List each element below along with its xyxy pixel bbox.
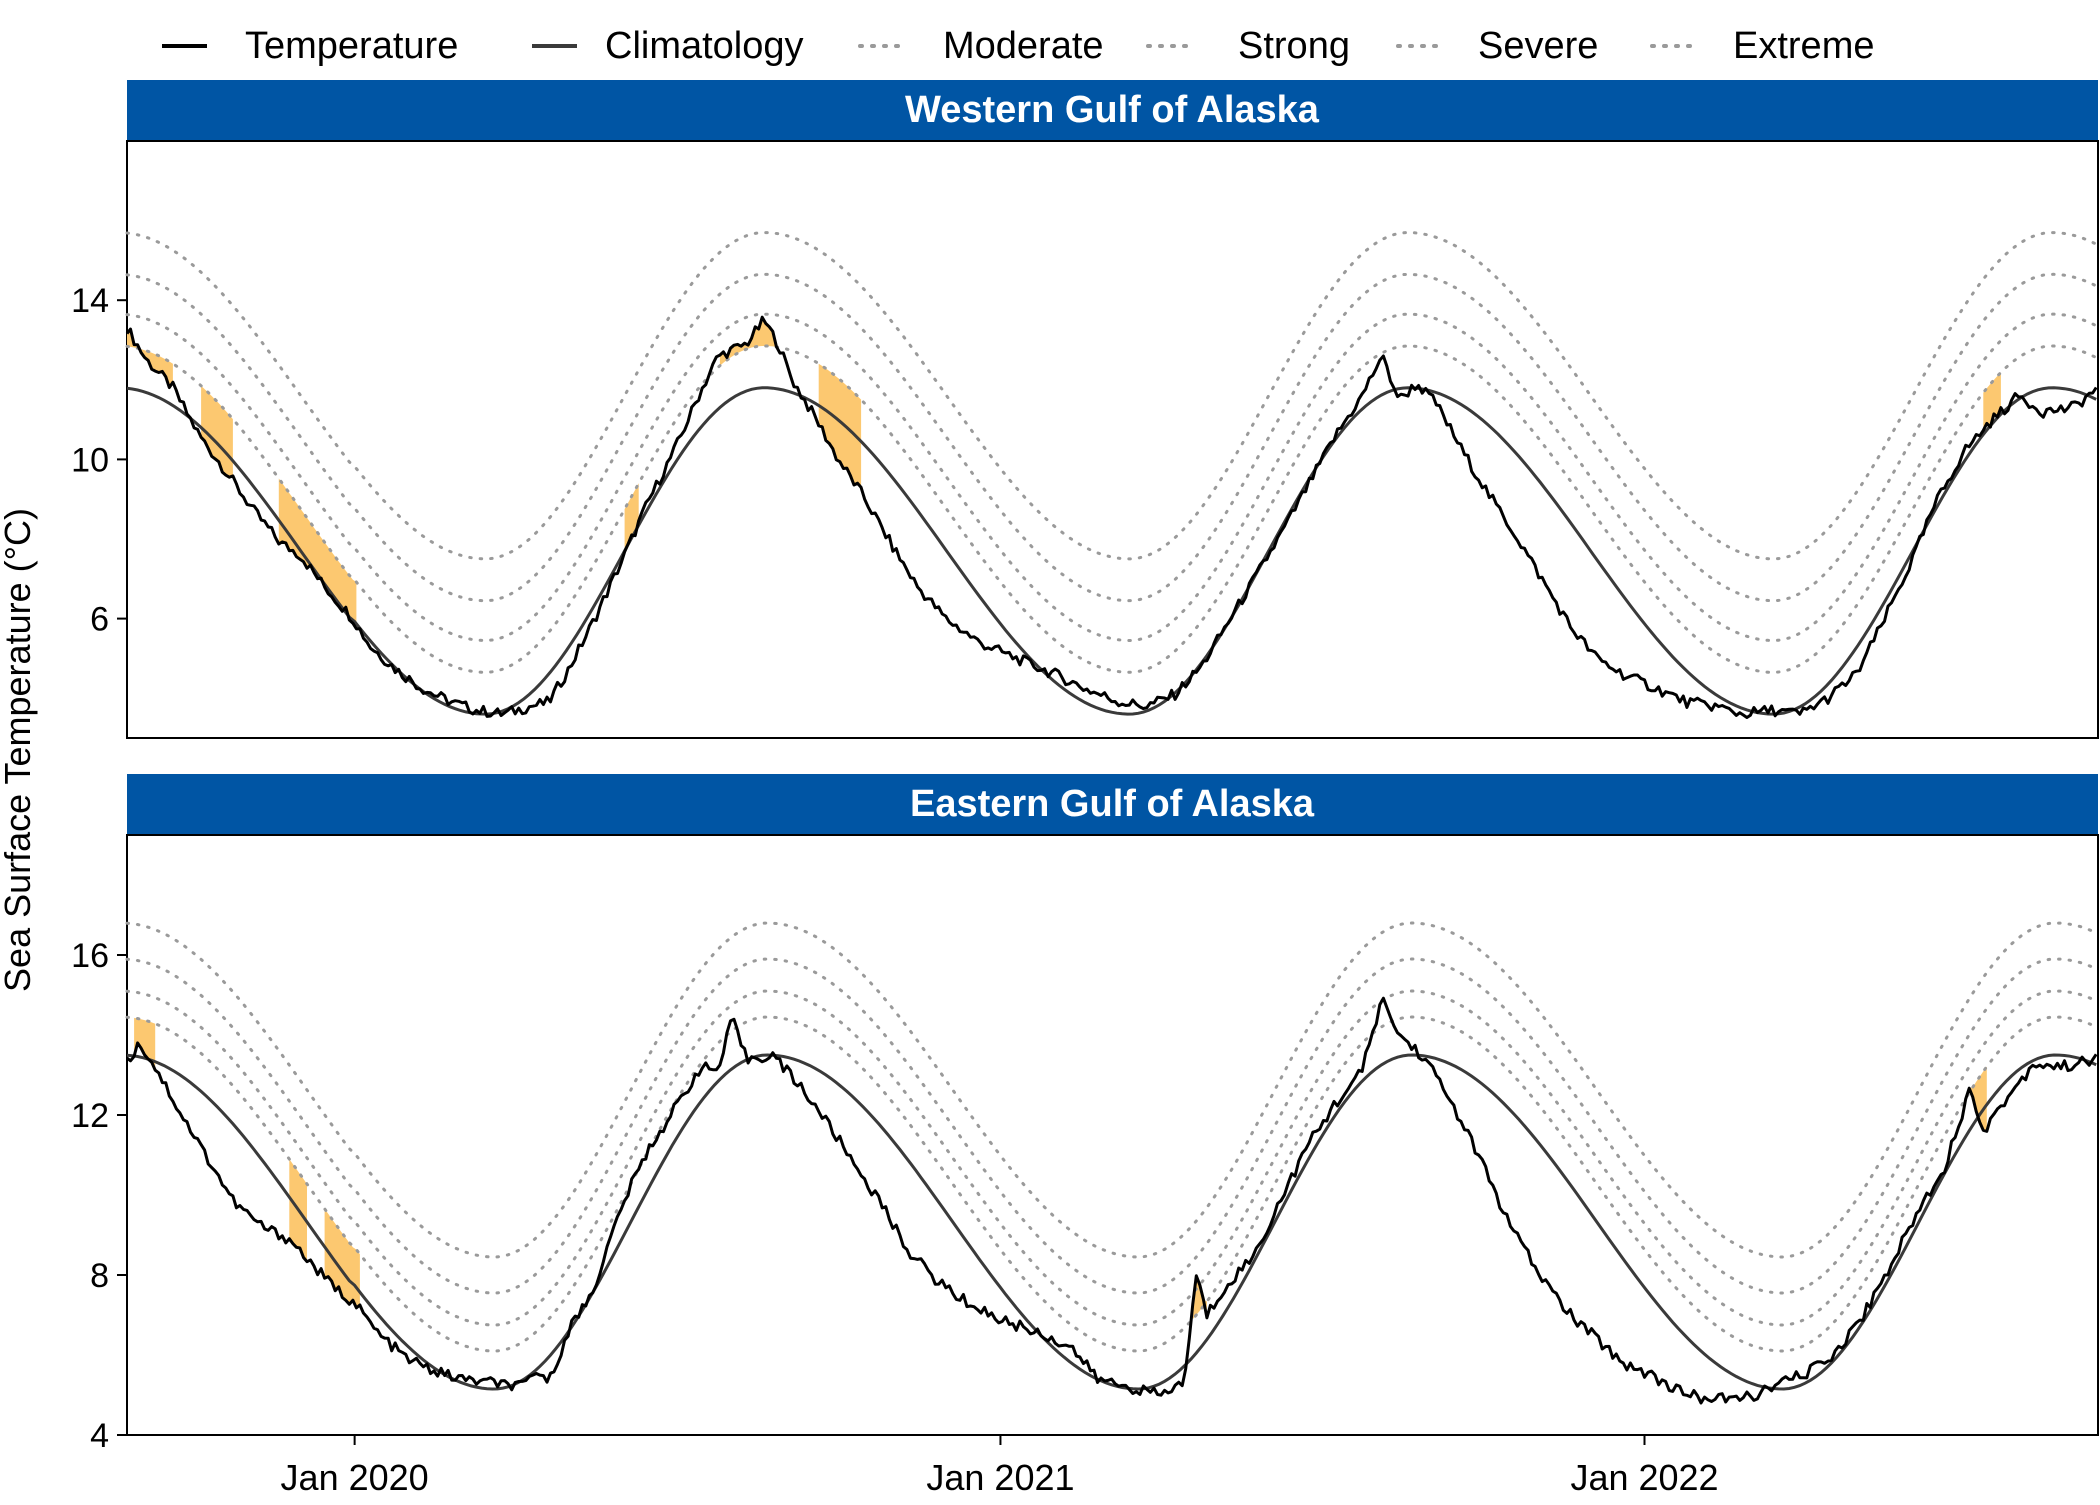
heatwave-area [127,329,173,388]
heatwave-area [278,478,357,629]
heatwave-area [818,363,862,488]
x-tick-label: Jan 2021 [926,1457,1074,1498]
climatology-line [126,1053,2097,1391]
y-tick-label: 8 [90,1257,109,1295]
threshold-line-extreme [125,921,2098,1259]
panel-eastern-gulf: Eastern Gulf of Alaska 4 8 12 16 [71,774,2099,1455]
threshold-line-strong [125,989,2098,1327]
heatwave-area [134,1017,156,1071]
legend-label: Temperature [245,25,458,67]
plot-content: 6 10 14 [71,230,2098,719]
y-tick-label: 16 [71,937,109,975]
panel-strip [127,774,2098,835]
y-axis: 6 10 14 [71,282,127,639]
legend-item: Strong [1146,25,1350,67]
legend-item: Moderate [858,25,1104,67]
panel-title: Eastern Gulf of Alaska [910,783,1315,825]
temperature-line [126,996,2098,1405]
x-tick-label: Jan 2020 [281,1457,429,1498]
legend-label: Extreme [1733,25,1874,67]
heatwave-fills [134,1017,1987,1320]
panel-title: Western Gulf of Alaska [905,89,1320,131]
x-axis: Jan 2020 Jan 2021 Jan 2022 [281,1435,1719,1498]
panel-western-gulf: Western Gulf of Alaska 6 10 14 [71,80,2099,739]
threshold-line-strong [125,312,2098,643]
y-tick-label: 6 [90,601,109,639]
y-axis: 4 8 12 16 [71,937,127,1455]
threshold-lines [125,921,2098,1353]
panel-strip [127,80,2098,141]
y-axis-label: Sea Surface Temperature (°C) [0,508,38,992]
legend-label: Severe [1478,25,1598,67]
legend-label: Climatology [605,25,804,67]
legend-item: Temperature [162,25,458,67]
threshold-line-severe [125,957,2098,1295]
legend-item: Severe [1396,25,1598,67]
heatwave-area [201,385,233,478]
y-tick-label: 4 [90,1417,109,1455]
legend-item: Extreme [1650,25,1874,67]
threshold-line-moderate [125,1015,2098,1353]
heatwave-area [624,483,639,552]
threshold-line-extreme [125,230,2098,561]
threshold-line-moderate [125,344,2098,674]
y-tick-label: 10 [71,441,109,479]
threshold-lines [125,230,2098,674]
legend: Temperature Climatology Moderate Strong Seve… [162,25,1874,67]
heatwave-area [719,317,777,366]
legend-label: Strong [1238,25,1350,67]
x-tick-label: Jan 2022 [1570,1457,1718,1498]
plot-frame [126,834,2099,1436]
threshold-line-severe [125,272,2098,603]
legend-label: Moderate [943,25,1104,67]
plot-frame [126,140,2099,739]
plot-content: 4 8 12 16 [71,921,2098,1455]
heatwave-area [1969,1066,1987,1132]
legend-item: Climatology [532,25,804,67]
climatology-line [126,386,2097,716]
y-tick-label: 14 [71,282,109,320]
y-tick-label: 12 [71,1097,109,1135]
temperature-line [125,315,2098,719]
